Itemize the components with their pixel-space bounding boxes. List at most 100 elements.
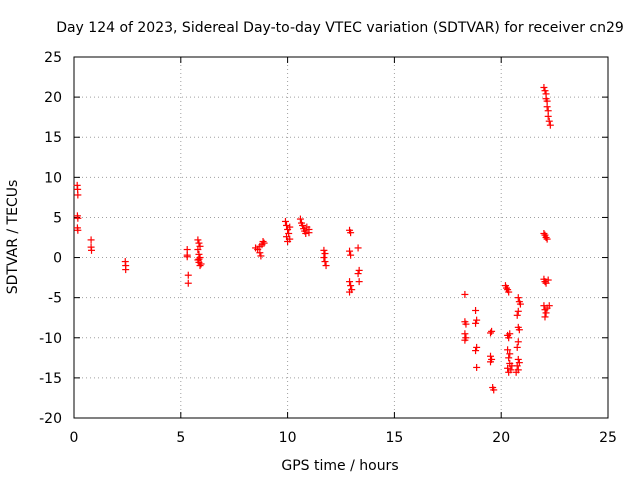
x-tick-label: 5 (176, 430, 185, 446)
data-point (354, 270, 362, 278)
data-point (506, 330, 514, 338)
y-tick-label: -15 (39, 371, 62, 387)
data-point (354, 244, 362, 252)
data-point (514, 338, 522, 346)
data-point (194, 236, 202, 244)
data-point (321, 258, 329, 266)
data-point (305, 229, 313, 237)
data-point (544, 112, 552, 120)
data-point (461, 330, 469, 338)
data-point (541, 87, 549, 95)
data-point (184, 271, 192, 279)
y-tick-label: -5 (48, 291, 62, 307)
x-axis-label: GPS time / hours (281, 458, 398, 474)
data-point (505, 354, 513, 362)
data-point (74, 191, 82, 199)
data-point (259, 238, 267, 246)
data-point (195, 239, 203, 247)
data-point (506, 350, 514, 358)
data-point (299, 221, 307, 229)
y-tick-label: 10 (44, 170, 62, 186)
data-point (196, 262, 204, 270)
data-point (302, 229, 310, 237)
data-point (472, 319, 480, 327)
data-point (504, 346, 512, 354)
data-point (505, 334, 513, 342)
data-point (87, 236, 95, 244)
data-point (183, 253, 191, 261)
data-point (322, 262, 330, 270)
data-point (284, 238, 292, 246)
data-point (542, 309, 550, 317)
data-point (88, 246, 96, 254)
data-point (260, 239, 268, 247)
y-tick-label: 5 (53, 210, 62, 226)
data-point (543, 235, 551, 243)
data-point (346, 278, 354, 286)
data-point (74, 214, 82, 222)
data-point (355, 278, 363, 286)
data-point (461, 336, 469, 344)
data-point (257, 252, 265, 260)
data-point (286, 223, 294, 231)
tick-labels: 0 5 10 15 20 25 -20 -15 -10 -5 0 5 10 15 20 25 (39, 50, 617, 446)
data-point (473, 343, 481, 351)
x-tick-label: 10 (279, 430, 297, 446)
data-points (73, 83, 554, 394)
y-tick-label: 25 (44, 50, 62, 66)
y-tick-label: -20 (39, 411, 62, 427)
data-point (513, 343, 521, 351)
chart-title: Day 124 of 2023, Sidereal Day-to-day VTE… (56, 20, 624, 36)
data-point (504, 364, 512, 372)
data-point (503, 284, 511, 292)
data-point (540, 229, 548, 237)
data-point (542, 234, 550, 241)
data-point (514, 355, 522, 363)
y-tick-label: -10 (39, 331, 62, 347)
y-tick-label: 0 (53, 251, 62, 267)
data-point (541, 278, 549, 286)
data-point (74, 226, 82, 234)
data-point (195, 255, 203, 263)
data-point (194, 246, 202, 254)
data-point (544, 276, 552, 284)
y-tick-label: 20 (44, 90, 62, 106)
data-point (505, 288, 513, 296)
data-point (320, 254, 328, 262)
data-point (462, 320, 470, 328)
data-point (513, 311, 521, 319)
data-point (541, 313, 549, 321)
data-point (543, 103, 551, 111)
data-point (473, 363, 481, 371)
data-point (355, 266, 363, 274)
data-point (281, 217, 289, 225)
grid-lines (74, 57, 608, 418)
data-point (296, 215, 304, 223)
data-point (283, 221, 291, 229)
axis-ticks (73, 56, 609, 419)
data-point (487, 358, 495, 366)
data-point (472, 347, 480, 355)
data-point (122, 266, 130, 274)
data-point (473, 316, 481, 324)
data-point (513, 362, 521, 370)
data-point (347, 282, 355, 290)
data-point (545, 117, 553, 125)
data-point (516, 300, 524, 308)
data-point (197, 260, 205, 268)
data-point (488, 327, 496, 335)
data-point (347, 251, 355, 259)
data-point (320, 246, 328, 254)
y-tick-label: 15 (44, 130, 62, 146)
data-point (515, 326, 523, 334)
data-point (487, 329, 495, 337)
x-tick-label: 15 (385, 430, 403, 446)
x-tick-label: 25 (599, 430, 617, 446)
y-axis-label: SDTVAR / TECUs (5, 180, 21, 295)
data-point (540, 83, 548, 91)
data-point (514, 307, 522, 315)
plot-frame (73, 56, 609, 419)
data-point (347, 229, 355, 237)
x-tick-label: 20 (492, 430, 510, 446)
